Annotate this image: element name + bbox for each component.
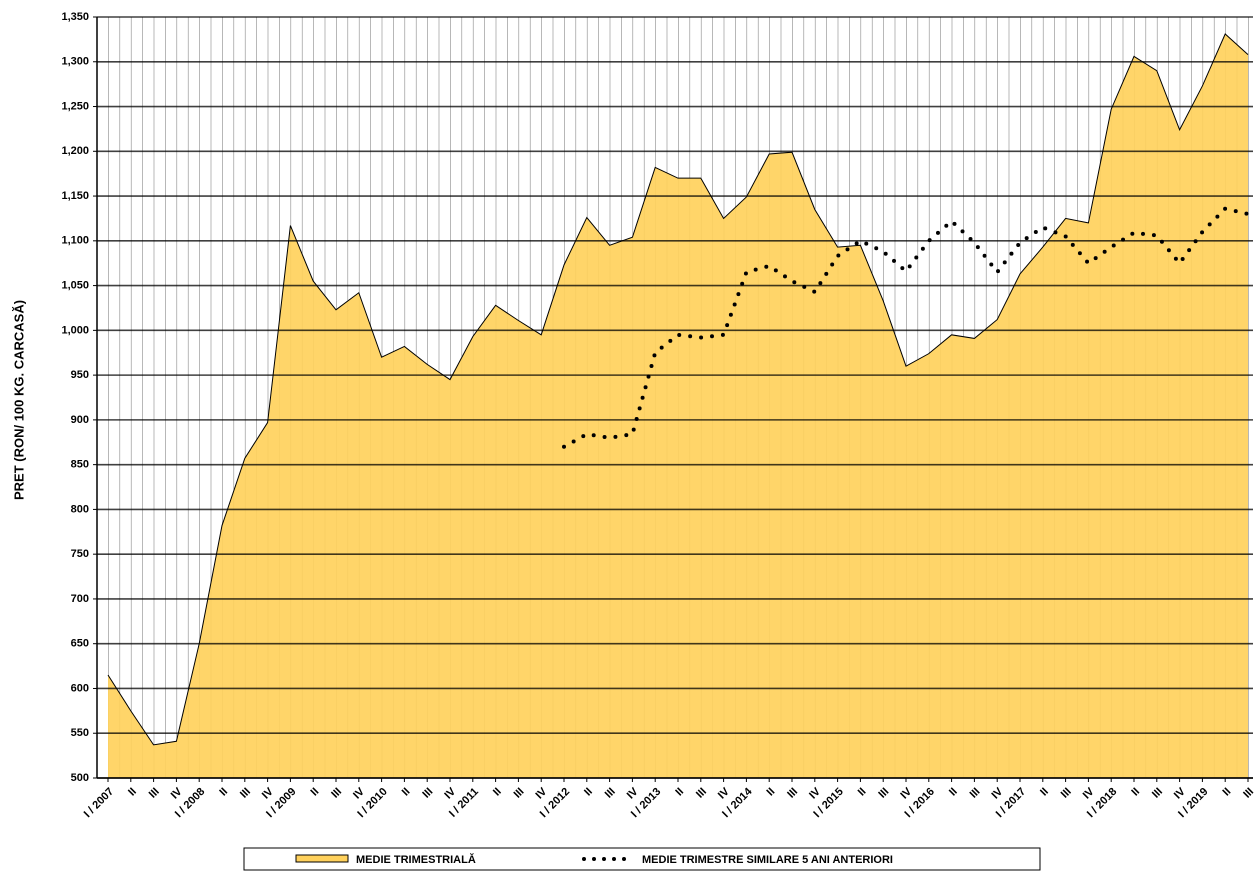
- x-tick-label: IV: [260, 785, 276, 801]
- area: [108, 34, 1248, 778]
- x-tick-label: III: [694, 786, 709, 801]
- x-tick-label: IV: [1081, 785, 1097, 801]
- y-tick-label: 550: [71, 727, 89, 739]
- x-tick-label: IV: [534, 785, 550, 801]
- x-tick-label: III: [968, 786, 983, 801]
- y-tick-label: 1,350: [61, 11, 89, 23]
- y-tick-label: 700: [71, 593, 89, 605]
- legend-label: MEDIE TRIMESTRE SIMILARE 5 ANI ANTERIORI: [642, 854, 893, 866]
- x-tick-label: II: [1038, 786, 1051, 799]
- x-tick-label: IV: [169, 785, 185, 801]
- x-tick-label: II: [947, 786, 960, 799]
- x-tick-label: III: [876, 786, 891, 801]
- x-tick-label: IV: [625, 785, 641, 801]
- x-tick-label: II: [673, 786, 686, 799]
- x-tick-label: IV: [442, 785, 458, 801]
- y-tick-label: 600: [71, 682, 89, 694]
- x-tick-label: III: [785, 786, 800, 801]
- legend-label: MEDIE TRIMESTRIALĂ: [356, 853, 476, 866]
- x-tick-label: I / 2007: [82, 786, 116, 820]
- x-tick-label: IV: [716, 785, 732, 801]
- x-tick-label: III: [147, 786, 162, 801]
- x-tick-label: III: [329, 786, 344, 801]
- x-tick-label: II: [400, 786, 413, 799]
- y-tick-label: 1,200: [61, 145, 89, 157]
- x-tick-label: II: [217, 786, 230, 799]
- y-tick-label: 850: [71, 459, 89, 471]
- y-tick-label: 1,100: [61, 235, 89, 247]
- x-tick-label: III: [238, 786, 253, 801]
- x-tick-label: II: [1129, 786, 1142, 799]
- x-tick-label: II: [582, 786, 595, 799]
- x-tick-label: IV: [807, 785, 823, 801]
- x-tick-label: III: [1150, 786, 1165, 801]
- x-tick-label: III: [512, 786, 527, 801]
- x-tick-label: II: [309, 786, 322, 799]
- x-tick-label: IV: [1172, 785, 1188, 801]
- line: [562, 206, 1250, 449]
- x-tick-label: II: [126, 786, 139, 799]
- y-tick-label: 1,150: [61, 190, 89, 202]
- y-tick-label: 1,300: [61, 56, 89, 68]
- x-tick-label: IV: [898, 785, 914, 801]
- y-tick-label: 800: [71, 503, 89, 515]
- x-tick-label: II: [1221, 786, 1234, 799]
- area-outline: [107, 33, 1249, 746]
- y-tick-label: 1,050: [61, 279, 89, 291]
- legend-box: [243, 847, 1041, 871]
- x-tick-label: III: [1059, 786, 1074, 801]
- y-tick-label: 1,000: [61, 324, 89, 336]
- x-tick-label: III: [1241, 786, 1255, 801]
- x-tick-label: III: [420, 786, 435, 801]
- y-tick-label: 900: [71, 414, 89, 426]
- y-tick-label: 750: [71, 548, 89, 560]
- x-tick-label: IV: [351, 785, 367, 801]
- x-tick-label: II: [765, 786, 778, 799]
- y-tick-label: 1,250: [61, 100, 89, 112]
- y-tick-label: 500: [71, 772, 89, 784]
- y-tick-label: 650: [71, 638, 89, 650]
- x-tick-label: II: [856, 786, 869, 799]
- y-tick-label: 950: [71, 369, 89, 381]
- x-tick-label: III: [603, 786, 618, 801]
- x-tick-label: II: [491, 786, 504, 799]
- x-tick-label: IV: [990, 785, 1006, 801]
- legend-swatch: [295, 854, 349, 863]
- y-axis-title: PRET (RON/ 100 KG. CARCASĂ): [11, 300, 26, 500]
